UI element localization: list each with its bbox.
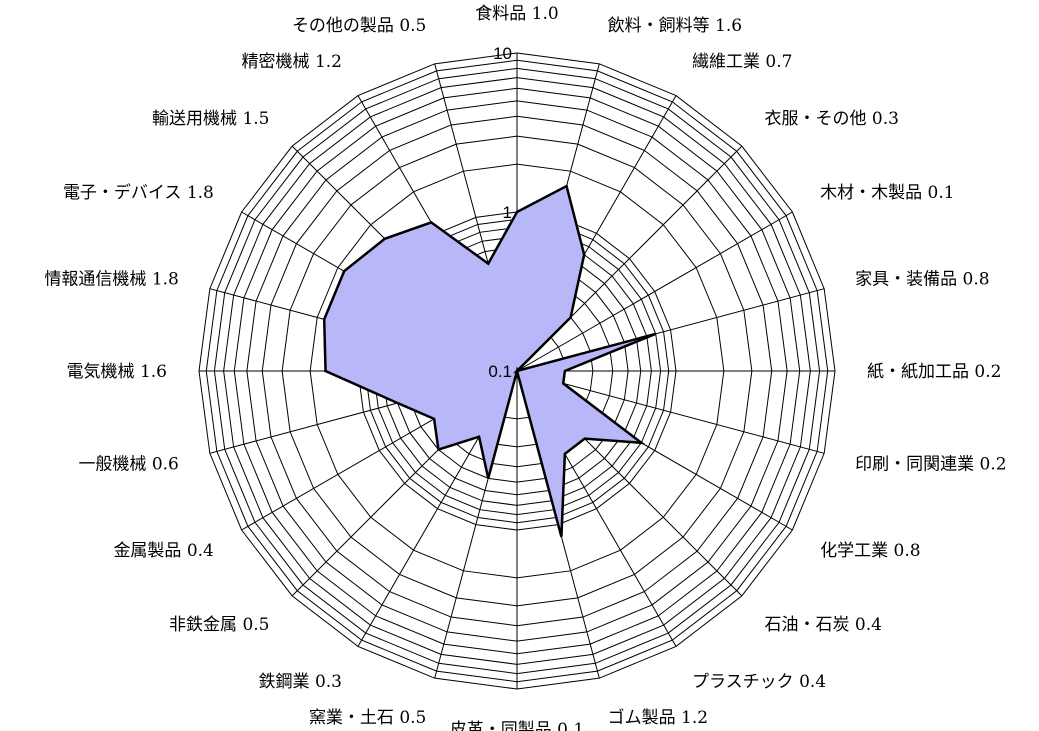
category-name-8: 化学工業 [820, 541, 888, 561]
category-value-11: 1.2 [676, 708, 708, 728]
category-value-21: 1.5 [237, 109, 269, 129]
category-value-20: 1.8 [181, 183, 213, 203]
category-name-21: 輸送用機械 [152, 109, 237, 129]
category-value-6: 0.2 [969, 362, 1001, 382]
category-name-16: 金属製品 [113, 541, 181, 561]
category-name-23: その他の製品 [292, 16, 394, 36]
grid-spoke-4 [516, 211, 793, 372]
category-name-15: 非鉄金属 [169, 615, 237, 635]
category-label-17: 一般機械 0.6 [78, 455, 178, 475]
category-name-1: 飲料・飼料等 [608, 16, 710, 36]
category-label-10: プラスチック 0.4 [692, 672, 826, 692]
category-name-22: 精密機械 [242, 52, 310, 72]
category-value-14: 0.3 [310, 672, 342, 692]
category-label-6: 紙・紙加工品 0.2 [867, 362, 1001, 382]
category-name-6: 紙・紙加工品 [867, 362, 969, 382]
category-value-8: 0.8 [888, 541, 920, 561]
category-name-19: 情報通信機械 [44, 269, 146, 289]
category-name-10: プラスチック [692, 672, 794, 692]
category-name-0: 食料品 [475, 4, 526, 24]
category-name-4: 木材・木製品 [820, 183, 922, 203]
category-value-16: 0.4 [181, 541, 213, 561]
category-label-9: 石油・石炭 0.4 [765, 615, 882, 635]
category-label-14: 鉄鋼業 0.3 [259, 672, 342, 692]
category-label-4: 木材・木製品 0.1 [820, 183, 954, 203]
category-name-20: 電子・デバイス [63, 182, 182, 203]
data-area [322, 184, 657, 538]
category-label-22: 精密機械 1.2 [242, 52, 342, 72]
category-label-20: 電子・デバイス 1.8 [63, 182, 214, 203]
category-label-2: 繊維工業 0.7 [692, 52, 792, 72]
category-value-22: 1.2 [310, 52, 342, 72]
category-value-2: 0.7 [760, 52, 792, 72]
category-name-18: 電気機械 [67, 362, 135, 382]
category-label-15: 非鉄金属 0.5 [169, 615, 269, 635]
category-label-23: その他の製品 0.5 [292, 16, 426, 36]
category-label-13: 窯業・土石 0.5 [309, 708, 426, 728]
category-label-0: 食料品 1.0 [475, 4, 558, 24]
category-label-18: 電気機械 1.6 [67, 362, 167, 382]
category-value-17: 0.6 [146, 455, 178, 475]
category-label-3: 衣服・その他 0.3 [765, 109, 899, 129]
category-name-14: 鉄鋼業 [259, 672, 310, 692]
category-label-1: 飲料・飼料等 1.6 [608, 16, 742, 36]
category-name-13: 窯業・土石 [309, 708, 394, 728]
category-name-3: 衣服・その他 [765, 109, 867, 129]
tick-labels: 0.1 1 10 [488, 44, 512, 381]
category-name-5: 家具・装備品 [855, 269, 957, 289]
category-value-18: 1.6 [135, 362, 167, 382]
tick-label-1: 1 [503, 203, 512, 222]
category-value-0: 1.0 [526, 4, 558, 24]
category-name-11: ゴム製品 [608, 707, 676, 728]
grid-spoke-7 [516, 370, 825, 454]
category-name-12: 皮革・同製品 [450, 720, 552, 731]
category-value-7: 0.2 [974, 455, 1006, 475]
category-label-19: 情報通信機械 1.8 [44, 269, 178, 289]
category-value-1: 1.6 [710, 16, 742, 36]
category-value-3: 0.3 [867, 109, 899, 129]
category-label-8: 化学工業 0.8 [820, 541, 920, 561]
category-value-12: 0.1 [552, 720, 584, 731]
category-name-2: 繊維工業 [692, 52, 760, 72]
category-name-9: 石油・石炭 [765, 615, 850, 635]
category-label-7: 印刷・同関連業 0.2 [855, 455, 1006, 475]
category-name-17: 一般機械 [78, 455, 146, 475]
category-value-9: 0.4 [850, 615, 882, 635]
tick-label-0.1: 0.1 [488, 362, 512, 381]
category-value-19: 1.8 [146, 269, 178, 289]
category-value-13: 0.5 [394, 708, 426, 728]
category-label-12: 皮革・同製品 0.1 [450, 720, 584, 731]
category-value-5: 0.8 [957, 269, 989, 289]
tick-label-10: 10 [493, 44, 512, 63]
category-label-5: 家具・装備品 0.8 [855, 269, 989, 289]
category-value-10: 0.4 [794, 672, 826, 692]
category-name-7: 印刷・同関連業 [855, 455, 974, 475]
category-value-15: 0.5 [237, 615, 269, 635]
category-value-23: 0.5 [394, 16, 426, 36]
category-labels: 食料品 1.0 飲料・飼料等 1.6 繊維工業 0.7 衣服・その他 0.3 木材・木製… [44, 4, 1006, 731]
category-value-4: 0.1 [922, 183, 954, 203]
category-label-11: ゴム製品 1.2 [608, 707, 708, 728]
category-label-21: 輸送用機械 1.5 [152, 109, 269, 129]
category-label-16: 金属製品 0.4 [113, 541, 213, 561]
